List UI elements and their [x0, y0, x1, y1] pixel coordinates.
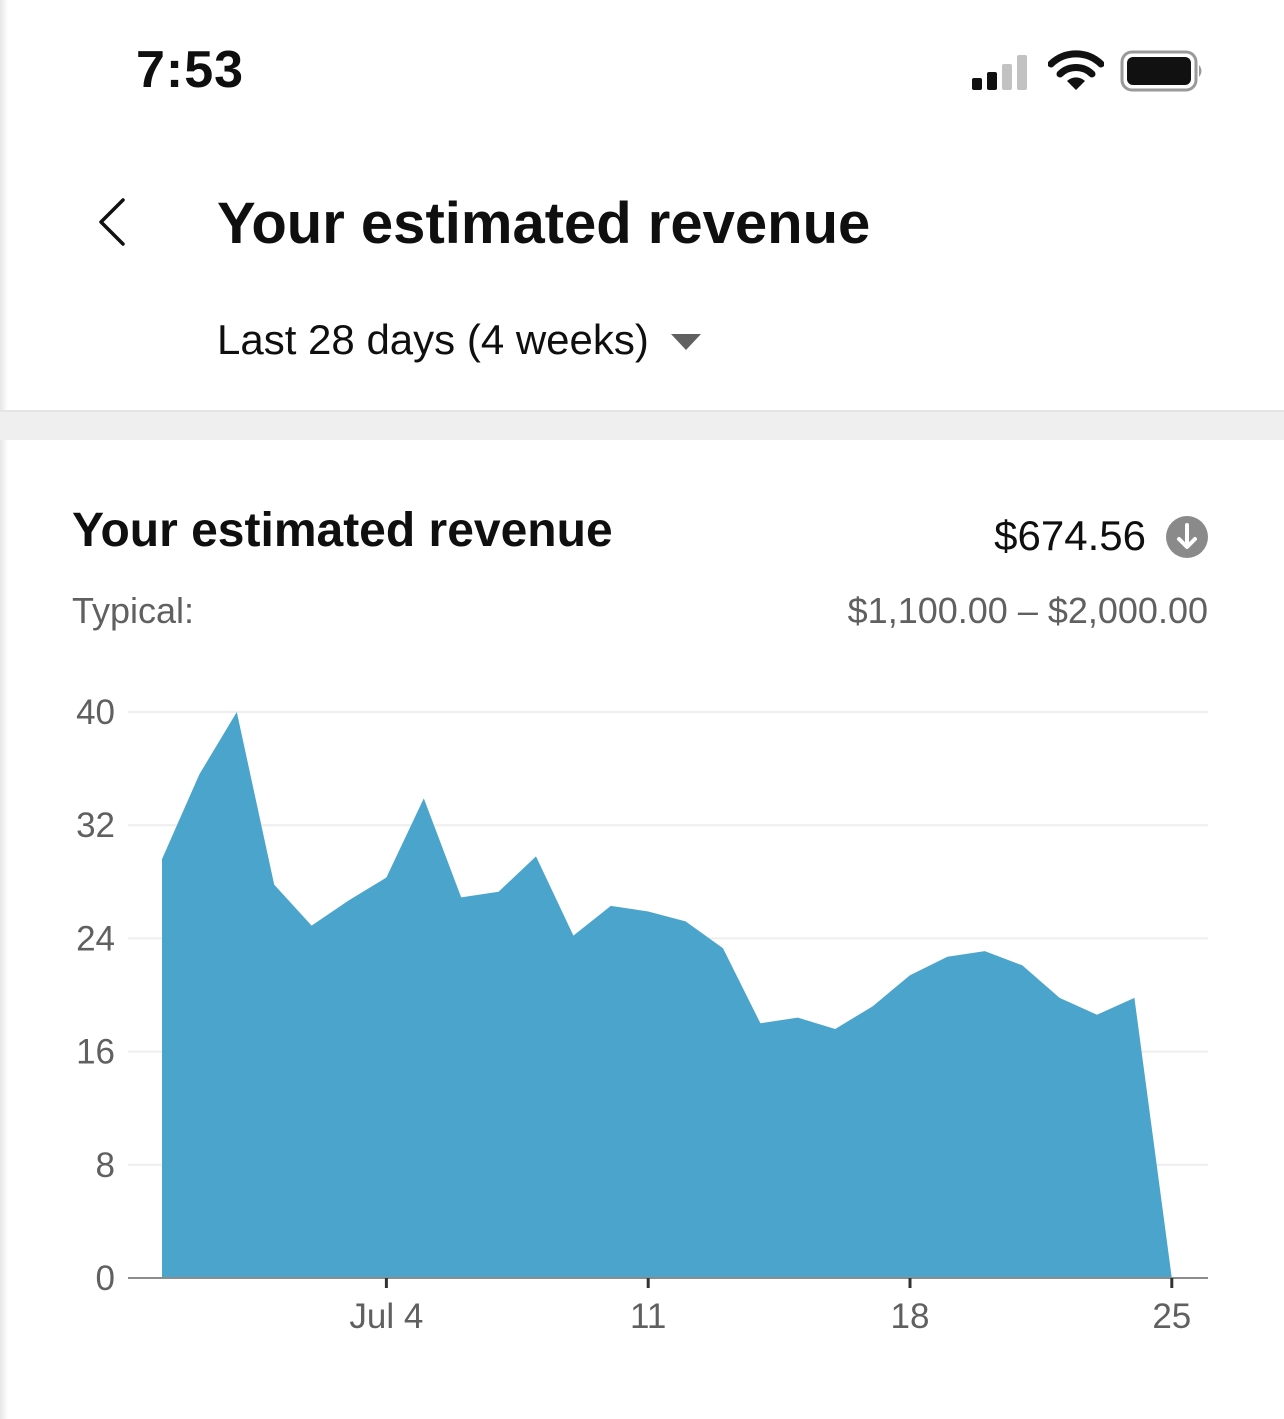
period-dropdown[interactable]: Last 28 days (4 weeks) — [217, 316, 701, 364]
caret-down-icon — [670, 334, 701, 350]
page-title: Your estimated revenue — [217, 191, 871, 256]
screen-edge-shadow — [0, 0, 8, 1419]
section-divider — [0, 410, 1284, 440]
x-tick-label: 18 — [891, 1297, 930, 1336]
x-axis — [128, 1277, 1208, 1288]
wifi-icon — [1048, 50, 1104, 90]
x-tick-label: 11 — [630, 1297, 666, 1336]
typical-range: $1,100.00 – $2,000.00 — [847, 590, 1208, 631]
status-time: 7:53 — [136, 41, 245, 99]
y-tick-label: 24 — [76, 919, 115, 958]
y-tick-label: 16 — [76, 1033, 115, 1072]
x-tick-label: Jul 4 — [349, 1297, 423, 1336]
back-button[interactable] — [82, 190, 142, 254]
revenue-value: $674.56 — [994, 512, 1146, 559]
chevron-left-icon — [99, 198, 125, 246]
y-tick-label: 32 — [76, 806, 115, 845]
battery-icon — [1120, 50, 1202, 92]
axis-labels: 0 8 16 24 32 40 Jul 4 11 18 25 — [76, 693, 1191, 1336]
arrow-down-circle-icon — [1166, 516, 1208, 558]
x-tick-label: 25 — [1152, 1297, 1191, 1336]
y-tick-label: 0 — [96, 1259, 115, 1298]
card-title: Your estimated revenue — [72, 504, 613, 557]
y-tick-label: 40 — [76, 693, 115, 732]
revenue-area-series — [162, 712, 1172, 1278]
y-tick-label: 8 — [96, 1146, 115, 1185]
period-label: Last 28 days (4 weeks) — [217, 316, 649, 363]
typical-label: Typical: — [72, 590, 195, 631]
signal-icon — [972, 55, 1027, 90]
